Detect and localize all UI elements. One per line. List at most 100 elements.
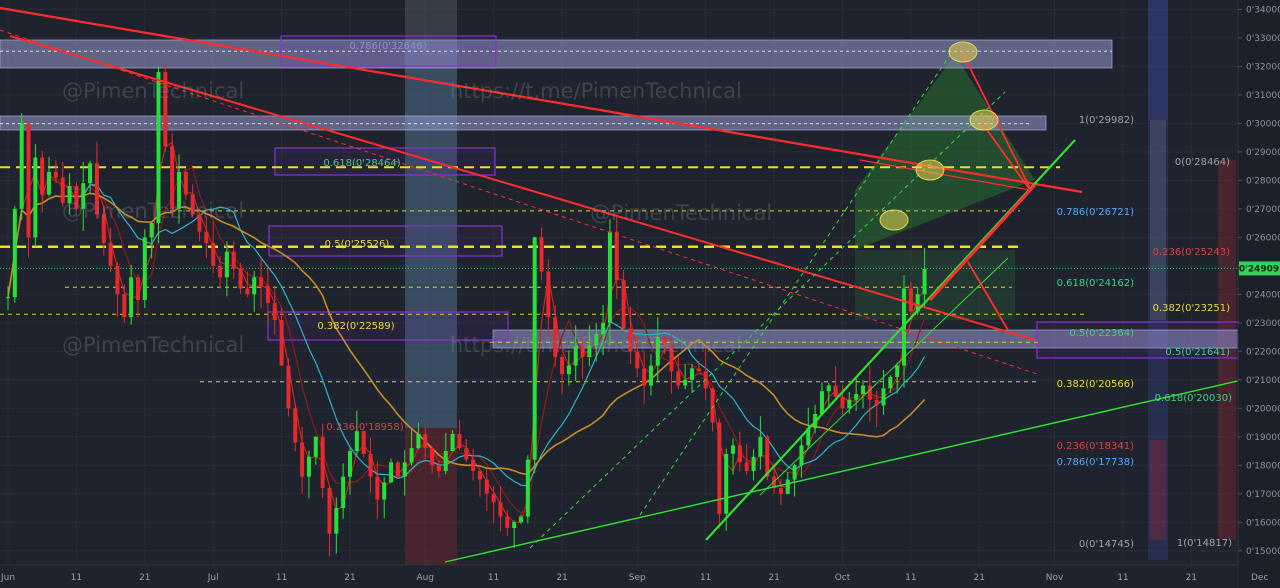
candle-body xyxy=(341,476,346,509)
date-tick-label: 21 xyxy=(344,573,355,583)
candle-body xyxy=(874,399,879,406)
date-tick-label: 11 xyxy=(71,573,82,583)
candle-body xyxy=(279,319,284,366)
candle-body xyxy=(60,177,65,204)
candle-body xyxy=(628,328,633,352)
time-axis-panel[interactable] xyxy=(0,565,1238,588)
candle-body xyxy=(881,388,886,406)
zone-projection-lower xyxy=(855,250,1015,320)
candle-body xyxy=(218,265,223,278)
candle-body xyxy=(245,288,250,295)
candle-body xyxy=(88,163,93,184)
trend-line-red[interactable] xyxy=(0,29,1041,376)
candle-body xyxy=(601,322,606,335)
target-ellipse xyxy=(948,41,978,63)
candle-body xyxy=(238,268,243,289)
price-tick-label: 0'28000 xyxy=(1246,176,1280,186)
price-axis[interactable]: 0'34000 0'33000 0'32000 0'31000 0'30000 0'290… xyxy=(1238,5,1280,557)
candle-body xyxy=(272,302,277,320)
trend-line-red[interactable] xyxy=(9,35,1036,341)
trend-line-red[interactable] xyxy=(0,6,1083,194)
fib-level-label: 0.786(0'17738) xyxy=(1057,457,1134,468)
candle-body xyxy=(231,251,236,269)
date-tick-label: 11 xyxy=(1117,573,1128,583)
candle-body xyxy=(375,476,380,500)
date-tick-label: 21 xyxy=(974,573,985,583)
price-axis-panel[interactable] xyxy=(1238,0,1280,588)
ma-orange xyxy=(7,192,926,476)
candle-body xyxy=(731,445,736,454)
candle-body xyxy=(300,442,305,477)
candle-body xyxy=(751,456,756,471)
candle-body xyxy=(484,479,489,494)
candle-body xyxy=(163,72,168,147)
candle-body xyxy=(19,123,24,209)
fib-level-label: 0(0'14745) xyxy=(1079,539,1134,550)
price-tick-label: 0'24000 xyxy=(1246,290,1280,300)
date-tick-label: 21 xyxy=(556,573,567,583)
candle-body xyxy=(416,433,421,449)
fib-label-box xyxy=(274,147,496,176)
fib-level-label: 0.236(0'18958) xyxy=(326,422,403,433)
candle-body xyxy=(450,433,455,452)
candle-body xyxy=(211,243,216,266)
candle-body xyxy=(6,297,10,299)
candle-body xyxy=(389,462,394,483)
watermark-text: @PimenTechnical xyxy=(62,333,244,357)
candle-body xyxy=(94,163,99,215)
candle-body xyxy=(580,345,585,358)
candle-body xyxy=(47,171,52,195)
price-tick-label: 0'23000 xyxy=(1246,319,1280,329)
candle-body xyxy=(908,288,913,312)
candle-body xyxy=(573,345,578,366)
candle-body xyxy=(40,157,45,195)
horizontal-boxes xyxy=(0,35,1241,359)
current-price-label: 0'24909 xyxy=(1239,264,1279,274)
candle-body xyxy=(566,365,571,375)
target-ellipse xyxy=(879,209,909,231)
candle-body xyxy=(197,214,202,232)
price-tick-label: 0'20000 xyxy=(1246,404,1280,414)
trend-line-green[interactable] xyxy=(759,257,1009,496)
candle-body xyxy=(778,488,783,494)
trend-line-green[interactable] xyxy=(529,91,1006,549)
date-tick-label: 11 xyxy=(905,573,916,583)
candle-body xyxy=(33,157,38,238)
date-tick-label: Nov xyxy=(1046,573,1064,583)
candle-body xyxy=(101,214,106,244)
price-tick-label: 0'16000 xyxy=(1246,518,1280,528)
candle-body xyxy=(265,285,270,303)
trend-line-red[interactable] xyxy=(928,183,1037,302)
fib-level-label: 1(0'14817) xyxy=(1177,538,1232,549)
candle-body xyxy=(710,388,715,423)
date-tick-label: 11 xyxy=(488,573,499,583)
trend-line-green[interactable] xyxy=(444,379,1243,563)
candle-body xyxy=(402,462,407,477)
candle-body xyxy=(902,288,907,366)
time-axis[interactable]: Jun 11 21 Jul 11 21 Aug 11 21 Sep 11 21 Oct 11 21 Nov 11… xyxy=(0,573,1268,583)
trend-line-red[interactable] xyxy=(859,159,1031,191)
trend-line-red[interactable] xyxy=(979,119,1031,191)
fib-level-label: 0.5(0'22364) xyxy=(1069,328,1134,339)
candle-body xyxy=(293,408,298,443)
candle-body xyxy=(840,396,845,409)
candle-body xyxy=(423,433,428,449)
fib-level-label: 0.382(0'23251) xyxy=(1153,303,1230,314)
date-tick-label: 11 xyxy=(700,573,711,583)
trend-lines[interactable] xyxy=(0,6,1243,563)
candle-body xyxy=(635,351,640,369)
price-tick-label: 0'27000 xyxy=(1246,205,1280,215)
trend-line-red[interactable] xyxy=(967,261,1009,331)
candle-body xyxy=(819,391,824,414)
price-tick-label: 0'32000 xyxy=(1246,62,1280,72)
fib-level-label: 0.786(0'32646) xyxy=(349,41,426,52)
price-tick-label: 0'33000 xyxy=(1246,34,1280,44)
candle-body xyxy=(676,371,681,386)
candle-body xyxy=(74,186,79,209)
candle-body xyxy=(546,271,551,318)
price-tick-label: 0'29000 xyxy=(1246,148,1280,158)
candle-body xyxy=(81,183,86,209)
candle-body xyxy=(190,194,195,215)
